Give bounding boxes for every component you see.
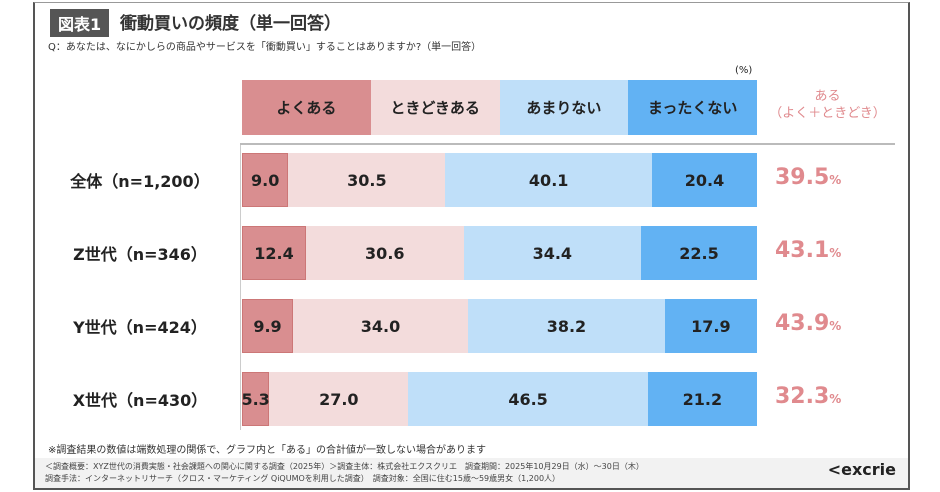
legend-3: まったくない: [628, 80, 757, 135]
data-label: 30.6: [365, 243, 405, 263]
footnote: ※調査結果の数値は端数処理の関係で、グラフ内と「ある」の合計値が一致しない場合が…: [48, 445, 486, 456]
legend-2: あまりない: [499, 80, 629, 135]
bar-segment: 22.5: [641, 226, 757, 280]
axis-line: [240, 145, 241, 430]
data-label: 34.4: [532, 243, 573, 263]
unit-label: (%): [735, 65, 753, 76]
question-text: Q：あなたは、なにかしらの商品やサービスを「衝動買い」することはありますか?（単…: [48, 42, 482, 53]
percent-sign: %: [829, 173, 842, 187]
data-label: 21.2: [682, 389, 723, 409]
bar-segment: 5.3: [241, 372, 270, 426]
bar-segment: 38.2: [468, 299, 665, 353]
data-label: 38.2: [546, 316, 587, 336]
summary-value: 39.5%: [775, 165, 895, 190]
bar-segment: 34.0: [292, 299, 469, 353]
legend-0: よくある: [242, 80, 371, 135]
percent-sign: %: [829, 392, 842, 406]
data-label: 34.0: [360, 316, 401, 336]
summary-number: 32.3: [775, 384, 830, 409]
data-label: 9.9: [253, 316, 282, 336]
bar-segment: 9.9: [242, 299, 293, 353]
summary-number: 43.9: [775, 311, 830, 336]
percent-sign: %: [829, 246, 842, 260]
summary-header: ある （よく＋ときどき）: [760, 88, 895, 122]
summary-value: 32.3%: [775, 384, 895, 409]
figure-badge: 図表1: [50, 9, 110, 37]
data-label: 5.3: [241, 389, 270, 409]
row-label: 全体（n=1,200）: [70, 172, 210, 191]
divider: [240, 143, 895, 145]
bar-segment: 27.0: [269, 372, 409, 426]
bar-segment: 46.5: [408, 372, 648, 426]
excrie-logo: <excrie: [827, 460, 896, 479]
row-label: X世代（n=430）: [72, 391, 208, 410]
summary-number: 43.1: [775, 238, 830, 263]
summary-header-line2: （よく＋ときどき）: [769, 106, 886, 121]
bar-segment: 34.4: [463, 226, 641, 280]
summary-number: 39.5: [775, 165, 830, 190]
summary-header-line1: ある: [814, 89, 841, 104]
data-label: 40.1: [528, 170, 569, 190]
footer-line2: 調査手法：インターネットリサーチ（クロス・マーケティング QiQUMOを利用した…: [45, 474, 561, 483]
summary-value: 43.9%: [775, 311, 895, 336]
bar-segment: 12.4: [242, 226, 306, 280]
row-label: Y世代（n=424）: [73, 318, 207, 337]
bar-segment: 9.0: [242, 153, 289, 207]
data-label: 12.4: [254, 243, 294, 263]
figure-frame: [33, 2, 910, 490]
data-label: 9.0: [251, 170, 280, 190]
data-label: 30.5: [347, 170, 387, 190]
bar-segment: 30.6: [305, 226, 464, 280]
survey-footer: ＜調査概要：XYZ世代の消費実態・社会課題への関心に関する調査（2025年）＞調…: [35, 458, 908, 488]
bar-segment: 40.1: [445, 153, 652, 207]
row-label: Z世代（n=346）: [73, 245, 207, 264]
data-label: 20.4: [684, 170, 725, 190]
bar-segment: 17.9: [664, 299, 757, 353]
percent-sign: %: [829, 319, 842, 333]
bar-segment: 21.2: [647, 372, 757, 426]
legend-1: ときどきある: [370, 80, 500, 135]
data-label: 22.5: [679, 243, 719, 263]
footer-line1: ＜調査概要：XYZ世代の消費実態・社会課題への関心に関する調査（2025年）＞調…: [45, 462, 644, 471]
data-label: 17.9: [691, 316, 731, 336]
bar-segment: 20.4: [651, 153, 757, 207]
data-label: 46.5: [508, 389, 548, 409]
logo-text: excrie: [841, 460, 896, 479]
chart-title: 衝動買いの頻度（単一回答）: [120, 14, 341, 34]
bar-segment: 30.5: [288, 153, 446, 207]
summary-value: 43.1%: [775, 238, 895, 263]
data-label: 27.0: [319, 389, 359, 409]
